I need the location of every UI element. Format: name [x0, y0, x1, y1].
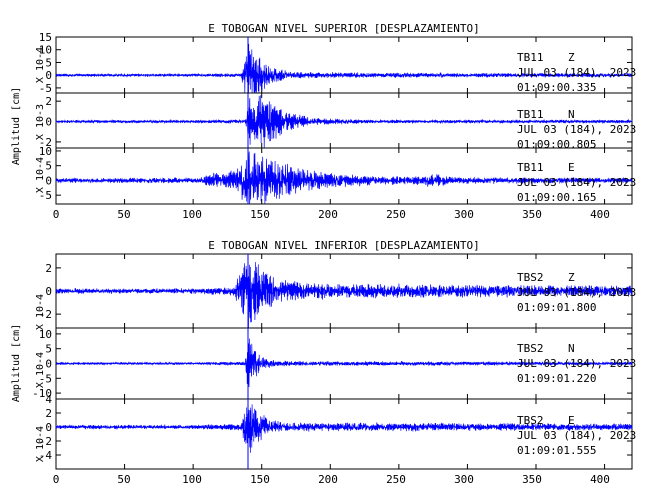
y-tick-label: 0 — [45, 174, 52, 187]
time-label: 01:09:00.805 — [517, 138, 596, 151]
y-tick-label: -4 — [39, 449, 53, 462]
waveform-line — [55, 43, 633, 94]
y-tick-label: 2 — [45, 262, 52, 275]
panel-title-superior: E TOBOGAN NIVEL SUPERIOR [DESPLAZAMIENTO… — [208, 22, 480, 35]
component-label: Z — [568, 51, 575, 64]
x-tick-label: 250 — [386, 473, 406, 486]
date-label: JUL 03 (184), 2023 — [517, 286, 636, 299]
date-label: JUL 03 (184), 2023 — [517, 176, 636, 189]
y-tick-label: 0 — [45, 285, 52, 298]
x-tick-label: 200 — [318, 473, 338, 486]
x-tick-label: 300 — [454, 208, 474, 221]
trace-frame — [55, 147, 633, 205]
y-tick-label: 5 — [45, 56, 52, 69]
station-label: TB11 — [517, 51, 544, 64]
waveform-line — [55, 338, 633, 388]
trace-frame — [55, 398, 633, 470]
x-tick-label: 400 — [590, 208, 610, 221]
component-label: N — [568, 108, 575, 121]
y-tick-label: 2 — [45, 95, 52, 108]
x-tick-label: 250 — [386, 208, 406, 221]
y-tick-label: -5 — [39, 189, 52, 202]
y-multiplier: X 10-4 — [35, 352, 46, 388]
station-label: TBS2 — [517, 414, 544, 427]
x-tick-label: 150 — [250, 473, 270, 486]
time-label: 01:09:00.335 — [517, 81, 596, 94]
time-label: 01:09:01.555 — [517, 444, 596, 457]
y-axis-label-inferior: Amplitud [cm] — [11, 324, 22, 402]
waveform-line — [55, 151, 633, 205]
station-label: TB11 — [517, 108, 544, 121]
y-tick-label: 2 — [45, 407, 52, 420]
date-label: JUL 03 (184), 2023 — [517, 123, 636, 136]
waveform-line — [55, 95, 633, 148]
time-label: 01:09:00.165 — [517, 191, 596, 204]
station-label: TBS2 — [517, 342, 544, 355]
x-axis-superior: 0 50 100 150 200 250 300 350 400 — [53, 208, 610, 221]
date-label: JUL 03 (184), 2023 — [517, 66, 636, 79]
x-tick-label: 0 — [53, 473, 60, 486]
trace-tbs2-e: 420-2-4 X 10-4 TBS2 E JUL 03 (184), 2023… — [35, 393, 636, 470]
time-label: 01:09:01.800 — [517, 301, 596, 314]
component-label: E — [568, 161, 575, 174]
y-tick-label: -10 — [32, 387, 52, 400]
y-tick-label: 5 — [45, 160, 52, 173]
x-tick-label: 200 — [318, 208, 338, 221]
component-label: Z — [568, 271, 575, 284]
trace-tb11-n: 2 0 -2 X 10-3 TB11 N JUL 03 (184), 2023 01… — [35, 92, 636, 151]
date-label: JUL 03 (184), 2023 — [517, 429, 636, 442]
y-tick-label: 10 — [39, 44, 52, 57]
y-tick-label: -2 — [39, 308, 52, 321]
y-tick-label: -5 — [39, 372, 52, 385]
x-tick-label: 50 — [117, 473, 130, 486]
y-tick-label: 0 — [45, 421, 52, 434]
x-tick-label: 350 — [522, 208, 542, 221]
y-tick-label: 10 — [39, 328, 52, 341]
component-label: E — [568, 414, 575, 427]
x-tick-label: 100 — [182, 208, 202, 221]
panel-superior: E TOBOGAN NIVEL SUPERIOR [DESPLAZAMIENTO… — [11, 22, 636, 221]
y-axis: 420-2-4 — [39, 393, 632, 469]
x-tick-label: 150 — [250, 208, 270, 221]
y-tick-label: -2 — [39, 435, 52, 448]
y-tick-label: 5 — [45, 343, 52, 356]
y-tick-label: 4 — [45, 393, 52, 406]
x-tick-label: 50 — [117, 208, 130, 221]
y-multiplier: X 10-4 — [35, 157, 46, 193]
y-multiplier: X 10-4 — [35, 294, 46, 330]
y-axis: 2 0 -2 — [39, 254, 632, 328]
y-tick-label: -5 — [39, 82, 52, 95]
panel-title-inferior: E TOBOGAN NIVEL INFERIOR [DESPLAZAMIENTO… — [208, 239, 480, 252]
time-label: 01:09:01.220 — [517, 372, 596, 385]
y-tick-label: 15 — [39, 31, 52, 44]
waveform-line — [55, 404, 633, 453]
component-label: N — [568, 342, 575, 355]
date-label: JUL 03 (184), 2023 — [517, 357, 636, 370]
y-multiplier: X 10-4 — [35, 426, 46, 462]
y-multiplier: X 10-3 — [35, 104, 46, 140]
trace-tbs2-n: 10 5 0-5 -10 X 10-4 TBS2 N JUL 03 (184), 20… — [32, 327, 636, 400]
panel-inferior: E TOBOGAN NIVEL INFERIOR [DESPLAZAMIENTO… — [11, 239, 636, 486]
x-axis-inferior: 0 50 100 150 200 250 300 350 400 — [53, 473, 610, 486]
y-tick-label: 0 — [45, 116, 52, 129]
x-tick-label: 300 — [454, 473, 474, 486]
waveform-line — [55, 262, 633, 329]
x-tick-label: 0 — [53, 208, 60, 221]
y-tick-label: 10 — [39, 145, 52, 158]
x-tick-label: 350 — [522, 473, 542, 486]
y-multiplier: X 10-4 — [35, 47, 46, 83]
y-tick-label: 0 — [45, 69, 52, 82]
station-label: TB11 — [517, 161, 544, 174]
y-axis: 2 0 -2 — [39, 93, 632, 149]
trace-tbs2-z: 2 0 -2 X 10-4 TBS2 Z JUL 03 (184), 2023 01… — [35, 253, 636, 330]
y-tick-label: -2 — [39, 136, 52, 149]
x-tick-label: 400 — [590, 473, 610, 486]
y-tick-label: 0 — [45, 358, 52, 371]
y-axis-label-superior: Amplitud [cm] — [11, 87, 22, 165]
station-label: TBS2 — [517, 271, 544, 284]
x-tick-label: 100 — [182, 473, 202, 486]
